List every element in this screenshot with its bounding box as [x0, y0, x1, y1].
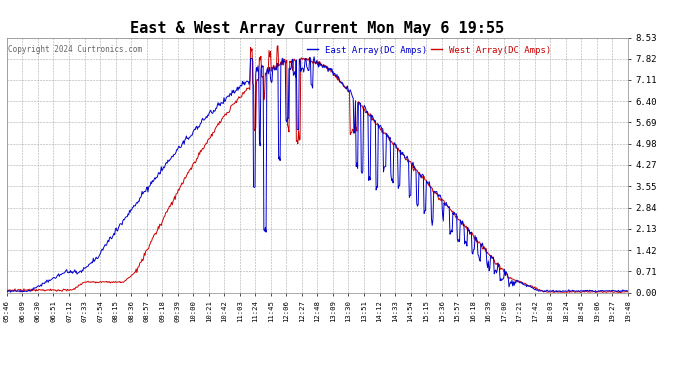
- Title: East & West Array Current Mon May 6 19:55: East & West Array Current Mon May 6 19:5…: [130, 21, 504, 36]
- Legend: East Array(DC Amps), West Array(DC Amps): East Array(DC Amps), West Array(DC Amps): [303, 42, 555, 58]
- Text: Copyright 2024 Curtronics.com: Copyright 2024 Curtronics.com: [8, 45, 142, 54]
